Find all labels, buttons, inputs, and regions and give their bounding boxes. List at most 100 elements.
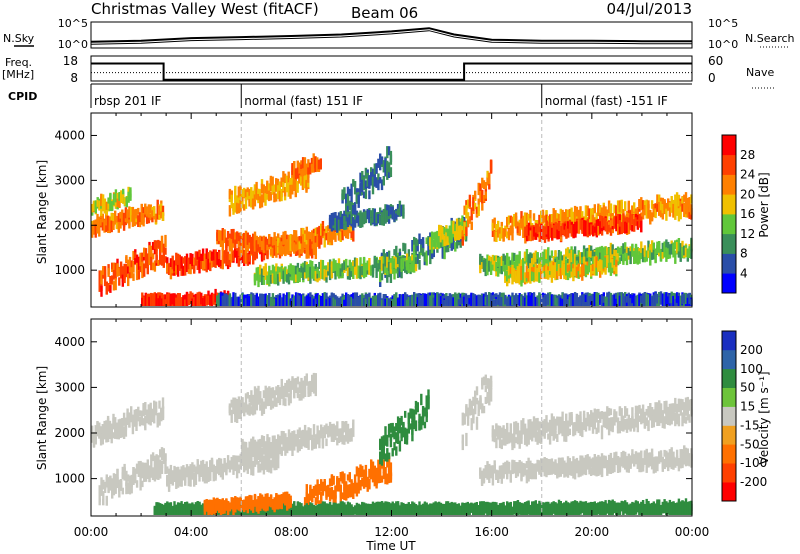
data-cell: [277, 266, 280, 274]
data-cell: [380, 475, 384, 483]
data-cell: [153, 206, 156, 216]
data-cell: [269, 391, 273, 404]
data-cell: [160, 298, 164, 306]
data-cell: [171, 255, 174, 270]
data-cell: [387, 455, 391, 470]
data-cell: [91, 204, 94, 213]
data-cell: [672, 295, 675, 306]
data-cell: [280, 177, 283, 187]
data-cell: [547, 293, 550, 305]
data-cell: [298, 163, 301, 174]
data-cell: [389, 437, 393, 448]
data-cell: [237, 396, 241, 409]
data-cell: [472, 197, 475, 211]
data-cell: [153, 240, 157, 250]
data-cell: [291, 376, 294, 387]
data-cell: [380, 212, 384, 226]
data-cell: [404, 437, 407, 445]
data-cell: [156, 213, 159, 220]
data-cell: [593, 204, 596, 214]
data-cell: [196, 296, 199, 306]
data-cell: [169, 258, 173, 267]
data-cell: [144, 248, 148, 258]
data-cell: [98, 492, 101, 502]
data-cell: [389, 299, 393, 306]
data-cell: [382, 263, 385, 275]
data-cell: [198, 469, 201, 477]
data-cell: [368, 265, 371, 275]
data-cell: [266, 387, 269, 402]
data-cell: [565, 226, 568, 239]
data-cell: [436, 237, 439, 248]
data-cell: [373, 471, 376, 481]
data-cell: [386, 146, 389, 159]
data-cell: [337, 478, 341, 491]
data-cell: [284, 294, 287, 306]
data-cell: [482, 293, 486, 306]
data-cell: [96, 224, 99, 234]
data-cell: [607, 200, 611, 213]
data-cell: [602, 296, 605, 303]
data-cell: [565, 209, 568, 222]
data-cell: [497, 428, 500, 440]
data-cell: [316, 488, 319, 499]
data-cell: [184, 294, 187, 302]
data-cell: [303, 424, 307, 439]
data-cell: [629, 251, 632, 265]
data-cell: [162, 455, 165, 463]
data-cell: [128, 264, 132, 273]
data-cell: [370, 217, 373, 226]
data-cell: [618, 247, 622, 257]
data-cell: [286, 274, 289, 283]
data-cell: [382, 471, 385, 480]
data-cell: [108, 427, 112, 440]
data-cell: [690, 204, 693, 215]
data-cell: [303, 167, 307, 176]
data-cell: [629, 222, 632, 231]
data-cell: [280, 378, 283, 393]
data-cell: [448, 293, 452, 306]
data-cell: [520, 266, 523, 274]
data-cell: [115, 431, 119, 439]
data-cell: [226, 258, 230, 266]
data-cell: [325, 425, 328, 433]
data-cell: [423, 252, 427, 262]
data-cell: [264, 441, 267, 456]
data-cell: [334, 299, 337, 306]
data-cell: [289, 440, 292, 451]
data-cell: [470, 207, 473, 221]
data-cell: [100, 477, 103, 491]
data-cell: [574, 221, 577, 235]
data-cell: [343, 261, 346, 271]
data-cell: [336, 478, 339, 491]
data-cell: [346, 423, 350, 437]
data-cell: [314, 156, 317, 169]
data-cell: [296, 269, 300, 283]
data-cell: [107, 283, 110, 292]
data-cell: [654, 251, 657, 263]
data-cell: [157, 259, 160, 266]
data-cell: [91, 436, 94, 443]
data-cell: [486, 394, 489, 402]
data-cell: [382, 208, 385, 216]
data-cell: [305, 226, 308, 240]
data-cell: [99, 433, 103, 446]
data-cell: [112, 281, 116, 291]
data-cell: [239, 235, 242, 246]
data-cell: [475, 206, 479, 214]
data-cell: [282, 171, 285, 185]
data-cell: [253, 295, 257, 306]
data-cell: [581, 219, 584, 234]
data-cell: [255, 181, 258, 196]
data-cell: [332, 226, 335, 237]
y-tick-label: 3000: [54, 173, 85, 187]
data-cell: [393, 442, 396, 451]
data-cell: [439, 229, 443, 243]
data-cell: [497, 220, 500, 229]
data-cell: [688, 206, 691, 219]
data-cell: [153, 260, 157, 272]
data-cell: [198, 260, 201, 274]
data-cell: [121, 423, 124, 438]
